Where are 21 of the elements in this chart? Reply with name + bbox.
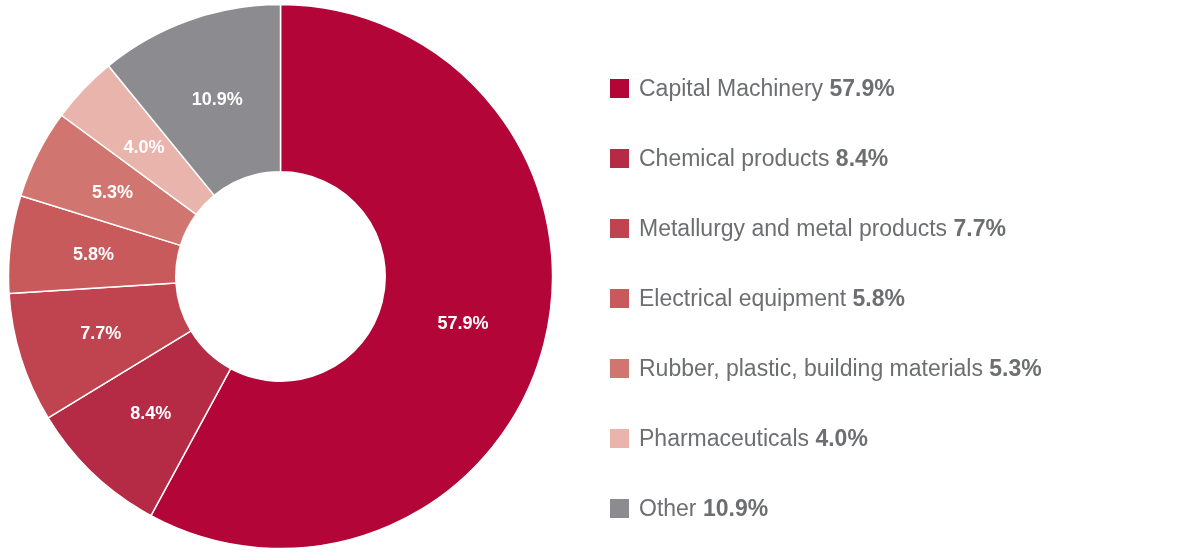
data-label: 5.8% xyxy=(72,244,114,265)
text: 8.4% xyxy=(835,144,889,171)
data-label: 7.7% xyxy=(80,323,122,344)
text: 7.7% xyxy=(953,214,1006,241)
legend-label: Chemical products xyxy=(639,144,830,171)
data-label: 4.0% xyxy=(123,136,165,157)
data-label: 10.9% xyxy=(191,89,243,110)
legend-label: Pharmaceuticals xyxy=(639,424,810,451)
legend-label: Capital Machinery xyxy=(639,74,824,101)
data-label: 57.9% xyxy=(437,312,489,333)
text: 4.0% xyxy=(815,424,868,451)
legend-label: Electrical equipment xyxy=(639,284,847,311)
legend-label: Rubber, plastic, building materials xyxy=(639,354,983,381)
data-label: 8.4% xyxy=(130,403,172,423)
text: 5.8% xyxy=(852,284,905,311)
text: 10.9% xyxy=(702,494,769,521)
text: 57.9% xyxy=(829,74,895,101)
data-label: 5.3% xyxy=(91,181,133,202)
legend-label: Metallurgy and metal products xyxy=(639,214,948,241)
text: 5.3% xyxy=(989,354,1042,381)
legend-label: Other xyxy=(639,494,697,521)
